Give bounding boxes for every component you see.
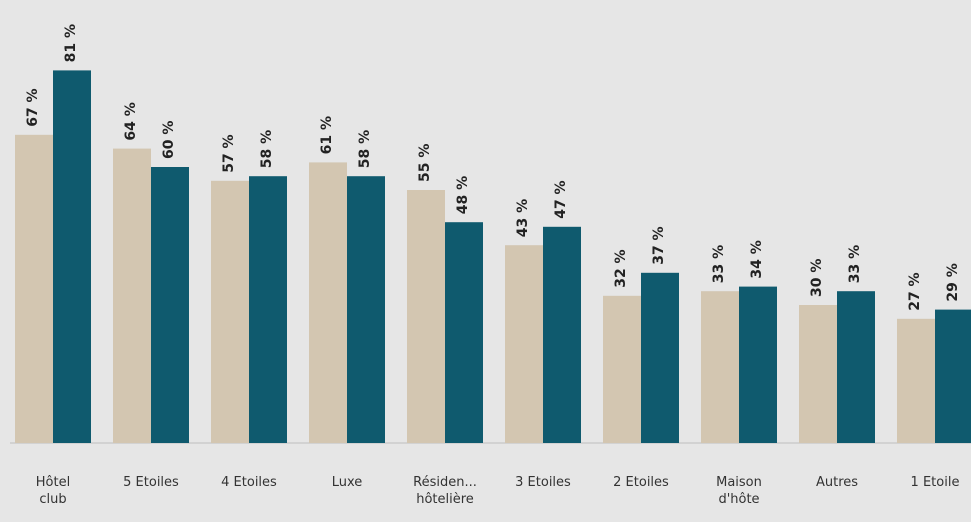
category-label-9: Autres <box>816 475 858 490</box>
value-label-series-2-10: 29 % <box>945 263 961 301</box>
bar-series-1-3 <box>211 180 249 444</box>
bar-series-1-7 <box>603 295 641 443</box>
value-label-series-2-5: 48 % <box>455 176 471 214</box>
category-label-4: Luxe <box>332 475 363 490</box>
category-label-5: Résiden... hôtelière <box>413 475 477 507</box>
bar-series-2-5 <box>445 222 483 443</box>
value-label-series-1-5: 55 % <box>417 144 433 182</box>
value-label-series-2-6: 47 % <box>553 180 569 218</box>
value-label-series-1-7: 32 % <box>613 249 629 287</box>
value-label-series-2-1: 81 % <box>63 24 79 62</box>
bar-series-2-6 <box>543 226 581 443</box>
value-label-series-2-3: 58 % <box>259 130 275 168</box>
bar-series-1-2 <box>113 148 151 443</box>
bar-series-2-10 <box>935 309 971 443</box>
bar-series-2-7 <box>641 272 679 443</box>
value-label-series-1-6: 43 % <box>515 199 531 237</box>
bar-series-2-8 <box>739 286 777 443</box>
category-label-10: 1 Etoile <box>911 475 960 490</box>
bar-series-2-9 <box>837 291 875 443</box>
value-label-series-1-8: 33 % <box>711 245 727 283</box>
bar-series-2-2 <box>151 167 189 443</box>
bar-series-1-8 <box>701 291 739 443</box>
bar-series-1-4 <box>309 162 347 443</box>
value-label-series-2-4: 58 % <box>357 130 373 168</box>
value-label-series-2-9: 33 % <box>847 245 863 283</box>
bar-series-1-6 <box>505 245 543 443</box>
category-label-7: 2 Etoiles <box>613 475 669 490</box>
category-label-2: 5 Etoiles <box>123 475 179 490</box>
value-label-series-1-9: 30 % <box>809 259 825 297</box>
value-label-series-1-3: 57 % <box>221 134 237 172</box>
category-label-1: Hôtel club <box>36 475 70 507</box>
bar-series-2-4 <box>347 176 385 443</box>
value-label-series-1-4: 61 % <box>319 116 335 154</box>
value-label-series-2-7: 37 % <box>651 226 667 264</box>
bar-series-1-5 <box>407 190 445 443</box>
category-label-3: 4 Etoiles <box>221 475 277 490</box>
value-label-series-1-10: 27 % <box>907 272 923 310</box>
category-label-8: Maison d'hôte <box>716 475 762 507</box>
value-label-series-1-1: 67 % <box>25 88 41 126</box>
bar-series-1-1 <box>15 134 53 444</box>
value-label-series-1-2: 64 % <box>123 102 139 140</box>
bar-series-2-3 <box>249 176 287 443</box>
value-label-series-2-8: 34 % <box>749 240 765 278</box>
bar-series-2-1 <box>53 70 91 444</box>
bar-series-1-10 <box>897 318 935 443</box>
value-label-series-2-2: 60 % <box>161 121 177 159</box>
category-label-6: 3 Etoiles <box>515 475 571 490</box>
bar-series-1-9 <box>799 305 837 443</box>
